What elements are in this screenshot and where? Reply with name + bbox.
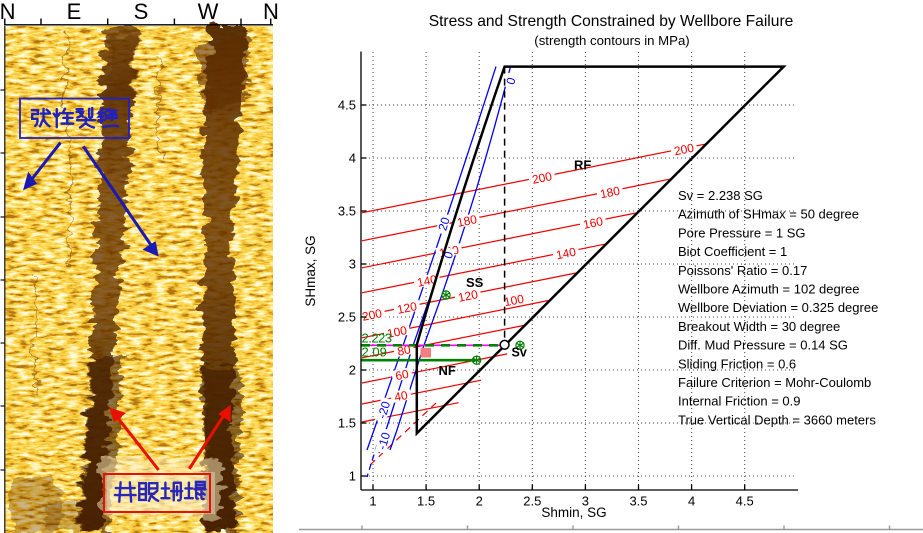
svg-text:3: 3 [582, 494, 589, 509]
svg-text:2.223: 2.223 [362, 331, 392, 346]
svg-text:Poissons' Ratio = 0.17: Poissons' Ratio = 0.17 [678, 263, 807, 278]
svg-text:Azimuth of SHmax = 50 degree: Azimuth of SHmax = 50 degree [678, 207, 859, 222]
svg-text:2.5: 2.5 [338, 310, 356, 325]
svg-text:3.5: 3.5 [629, 494, 647, 509]
svg-text:SHmax, SG: SHmax, SG [303, 235, 318, 306]
svg-text:3.5: 3.5 [338, 204, 356, 219]
svg-text:Biot Coefficient = 1: Biot Coefficient = 1 [678, 244, 787, 259]
svg-text:SS: SS [466, 275, 484, 290]
svg-text:2.5: 2.5 [523, 494, 541, 509]
svg-text:4.5: 4.5 [338, 98, 356, 113]
svg-text:Sv = 2.238 SG: Sv = 2.238 SG [678, 188, 763, 203]
svg-text:0: 0 [441, 250, 456, 261]
svg-text:Stress and Strength Constraine: Stress and Strength Constrained by Wellb… [429, 13, 794, 30]
svg-text:4: 4 [688, 494, 695, 509]
svg-text:Sv: Sv [512, 346, 527, 360]
svg-text:160: 160 [582, 214, 605, 232]
svg-text:4: 4 [349, 151, 356, 166]
svg-text:60: 60 [394, 367, 410, 383]
svg-text:1.5: 1.5 [338, 416, 356, 431]
svg-text:Wellbore Deviation = 0.325 deg: Wellbore Deviation = 0.325 degree [678, 300, 878, 315]
svg-text:Shmin, SG: Shmin, SG [541, 505, 606, 520]
svg-text:1: 1 [349, 469, 356, 484]
svg-text:N: N [263, 0, 279, 24]
svg-text:2.09: 2.09 [362, 345, 387, 360]
svg-text:Sliding Friction = 0.6: Sliding Friction = 0.6 [678, 356, 796, 371]
svg-text:3: 3 [349, 257, 356, 272]
svg-text:20: 20 [435, 215, 452, 232]
svg-text:200: 200 [531, 169, 554, 187]
svg-text:2: 2 [476, 494, 483, 509]
svg-text:1.5: 1.5 [417, 494, 435, 509]
svg-text:120: 120 [396, 299, 419, 317]
svg-text:40: 40 [393, 388, 409, 404]
svg-text:1: 1 [369, 494, 376, 509]
svg-text:RF: RF [574, 158, 591, 173]
svg-text:4.5: 4.5 [736, 494, 754, 509]
svg-text:Pore Pressure = 1 SG: Pore Pressure = 1 SG [678, 225, 806, 240]
svg-text:True Vertical Depth = 3660 met: True Vertical Depth = 3660 meters [678, 412, 876, 427]
svg-text:200: 200 [673, 141, 696, 159]
svg-text:NF: NF [439, 363, 456, 378]
svg-text:Failure Criterion = Mohr-Coulo: Failure Criterion = Mohr-Coulomb [678, 375, 871, 390]
svg-text:2: 2 [349, 363, 356, 378]
svg-text:S: S [134, 0, 149, 24]
svg-text:200: 200 [361, 306, 384, 324]
svg-text:(strength contours in MPa): (strength contours in MPa) [534, 33, 689, 48]
svg-text:0: 0 [503, 76, 518, 87]
svg-text:Internal Friction = 0.9: Internal Friction = 0.9 [678, 394, 800, 409]
svg-text:E: E [67, 0, 82, 24]
svg-text:Breakout Width = 30 degree: Breakout Width = 30 degree [678, 319, 840, 334]
svg-text:N: N [0, 0, 15, 24]
svg-text:180: 180 [456, 212, 479, 230]
svg-text:Diff. Mud Pressure = 0.14 SG: Diff. Mud Pressure = 0.14 SG [678, 338, 848, 353]
svg-text:100: 100 [386, 323, 409, 341]
svg-text:120: 120 [457, 287, 480, 305]
svg-text:Wellbore Azimuth = 102 degree: Wellbore Azimuth = 102 degree [678, 282, 860, 297]
svg-text:-20: -20 [375, 399, 393, 420]
svg-text:140: 140 [555, 245, 578, 263]
svg-text:100: 100 [503, 292, 526, 310]
svg-text:-10: -10 [375, 430, 393, 451]
svg-text:W: W [198, 0, 219, 24]
svg-text:180: 180 [599, 184, 622, 202]
